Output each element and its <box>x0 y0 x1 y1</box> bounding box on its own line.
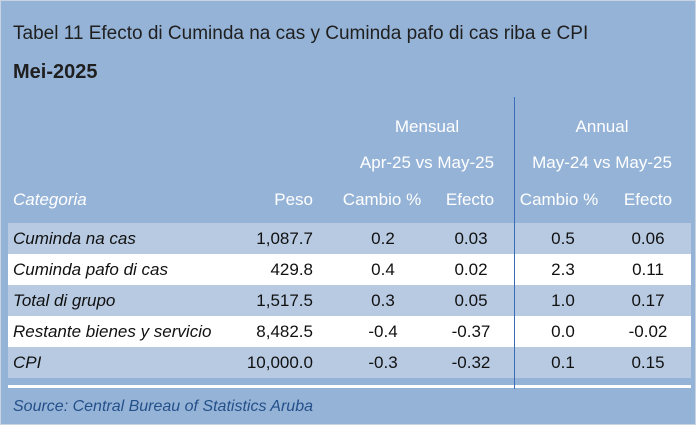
cell-peso: 8,482.5 <box>256 322 313 341</box>
header-period-mensual: Apr-25 vs May-25 <box>359 153 495 172</box>
cell-efecto-annual: 0.06 <box>631 229 665 248</box>
cell-efecto-annual: 0.11 <box>632 260 664 279</box>
cell-efecto-mensual: -0.32 <box>451 353 491 372</box>
cell-cambio-annual: 2.3 <box>551 260 575 279</box>
cell-peso: 429.8 <box>270 260 313 279</box>
table-row <box>8 285 691 316</box>
cell-efecto-mensual: 0.03 <box>454 229 488 248</box>
table-row <box>8 347 691 378</box>
cell-cambio-annual: 1.0 <box>551 291 575 310</box>
cell-efecto-annual: -0.02 <box>628 322 668 341</box>
table-row <box>8 254 691 285</box>
cell-cambio-annual: 0.1 <box>551 353 575 372</box>
header-peso: Peso <box>274 190 313 209</box>
cell-efecto-mensual: -0.37 <box>451 322 491 341</box>
table-subtitle: Mei-2025 <box>13 61 98 83</box>
cell-cambio-annual: 0.0 <box>551 322 575 341</box>
header-categoria: Categoria <box>13 190 87 209</box>
header-efecto-annual: Efecto <box>623 190 673 209</box>
header-period-annual: May-24 vs May-25 <box>532 153 672 172</box>
cell-efecto-mensual: 0.05 <box>454 291 488 310</box>
header-group-annual: Annual <box>575 117 629 136</box>
cell-peso: 1,087.7 <box>256 229 313 248</box>
header-efecto-mensual: Efecto <box>445 190 495 209</box>
cell-peso: 10,000.0 <box>246 353 313 372</box>
cell-cambio-mensual: 0.2 <box>371 229 395 248</box>
cell-cambio-mensual: 0.3 <box>371 291 395 310</box>
header-cambio-annual: Cambio % <box>519 190 599 209</box>
cell-efecto-mensual: 0.02 <box>454 260 488 279</box>
table-bottom-divider <box>8 385 691 388</box>
cell-efecto-annual: 0.17 <box>631 291 665 310</box>
table-title: Tabel 11 Efecto di Cuminda na cas y Cumi… <box>13 23 589 44</box>
source-note: Source: Central Bureau of Statistics Aru… <box>13 398 313 415</box>
cell-efecto-annual: 0.15 <box>631 353 665 372</box>
cell-categoria: Cuminda pafo di cas <box>13 260 168 279</box>
header-cambio-mensual: Cambio % <box>342 190 422 209</box>
cell-cambio-mensual: 0.4 <box>371 260 395 279</box>
header-group-mensual: Mensual <box>394 117 460 136</box>
cell-cambio-mensual: -0.4 <box>368 322 398 341</box>
cell-categoria: Total di grupo <box>13 291 116 310</box>
cell-cambio-annual: 0.5 <box>551 229 575 248</box>
cell-categoria: Cuminda na cas <box>13 229 136 248</box>
cell-categoria: CPI <box>13 353 42 372</box>
cell-cambio-mensual: -0.3 <box>368 353 398 372</box>
cell-peso: 1,517.5 <box>256 291 313 310</box>
table-row <box>8 223 691 254</box>
cell-categoria: Restante bienes y servicio <box>13 322 212 341</box>
column-group-divider <box>514 97 515 389</box>
table-row <box>8 316 691 347</box>
